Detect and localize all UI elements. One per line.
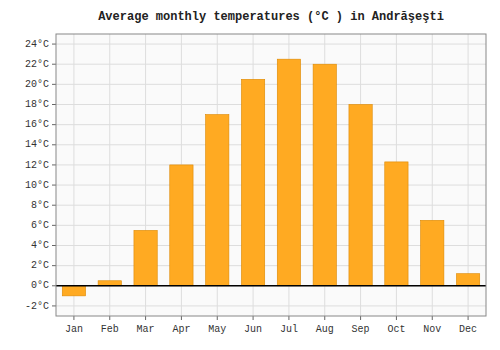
tick-label-y: 20°C	[25, 79, 49, 90]
grid	[56, 34, 486, 316]
tick-label-x: May	[208, 324, 226, 335]
tick-y	[52, 164, 56, 165]
tick-label-y: 10°C	[25, 180, 49, 191]
grid-line-y	[56, 185, 486, 186]
tick-x	[145, 316, 146, 320]
title: Average monthly temperatures (°C ) in An…	[98, 10, 444, 24]
grid-line-y	[56, 205, 486, 206]
tick-label-x: Dec	[459, 324, 477, 335]
tick-label-y: 16°C	[25, 119, 49, 130]
tick-x	[109, 316, 110, 320]
bar	[170, 165, 193, 286]
tick-label-x: Oct	[387, 324, 405, 335]
tick-y	[52, 305, 56, 306]
bar	[421, 220, 444, 285]
chart-svg: -2°C 0°C 2°C 4°C 6°C 8°C 10°C 12°C 14°C 16°C 18°C 2…	[0, 0, 500, 350]
grid-line-y	[56, 104, 486, 105]
grid-line-y	[56, 164, 486, 165]
bar	[277, 59, 300, 286]
grid-line-y	[56, 124, 486, 125]
tick-x	[253, 316, 254, 320]
tick-y	[52, 185, 56, 186]
tick-x	[288, 316, 289, 320]
tick-label-y: 22°C	[25, 59, 49, 70]
background	[0, 0, 500, 350]
tick-label-x: Mar	[137, 324, 155, 335]
tick-label-y: 12°C	[25, 160, 49, 171]
tick-y	[52, 265, 56, 266]
axes: -2°C 0°C 2°C 4°C 6°C 8°C 10°C 12°C 14°C 16°C 18°C 2…	[25, 39, 477, 335]
tick-y	[52, 205, 56, 206]
bar	[313, 64, 336, 286]
bar	[456, 274, 479, 286]
tick-y	[52, 285, 56, 286]
bar	[385, 162, 408, 286]
bar	[241, 79, 264, 285]
tick-x	[324, 316, 325, 320]
tick-y	[52, 225, 56, 226]
tick-label-y: 14°C	[25, 139, 49, 150]
tick-label-y: 4°C	[31, 240, 49, 251]
bars	[62, 59, 479, 296]
bar	[349, 105, 372, 286]
bar	[206, 115, 229, 286]
tick-label-x: Jan	[65, 324, 83, 335]
grid-line-y	[56, 44, 486, 45]
tick-label-x: Nov	[423, 324, 441, 335]
grid-line-y	[56, 144, 486, 145]
tick-x	[73, 316, 74, 320]
tick-y	[52, 84, 56, 85]
grid-line-y	[56, 84, 486, 85]
tick-label-x: Apr	[172, 324, 190, 335]
tick-label-x: Aug	[316, 324, 334, 335]
tick-x	[217, 316, 218, 320]
tick-label-x: Feb	[101, 324, 119, 335]
tick-y	[52, 245, 56, 246]
tick-y	[52, 64, 56, 65]
bar	[62, 286, 85, 296]
tick-label-y: 0°C	[31, 280, 49, 291]
tick-x	[468, 316, 469, 320]
bar	[134, 230, 157, 285]
tick-label-y: 6°C	[31, 220, 49, 231]
chart-container: -2°C 0°C 2°C 4°C 6°C 8°C 10°C 12°C 14°C 16°C 18°C 2…	[0, 0, 500, 350]
tick-y	[52, 124, 56, 125]
grid-line-x	[73, 34, 74, 316]
tick-x	[432, 316, 433, 320]
tick-label-y: 2°C	[31, 260, 49, 271]
tick-x	[360, 316, 361, 320]
tick-label-y: -2°C	[25, 301, 49, 312]
tick-x	[396, 316, 397, 320]
grid-line-y	[56, 64, 486, 65]
grid-line-y	[56, 305, 486, 306]
tick-label-x: Sep	[352, 324, 370, 335]
zero-line	[56, 285, 486, 287]
grid-line-y	[56, 285, 486, 286]
plot-area	[56, 34, 486, 316]
tick-label-y: 24°C	[25, 39, 49, 50]
tick-x	[181, 316, 182, 320]
tick-label-y: 18°C	[25, 99, 49, 110]
grid-line-x	[109, 34, 110, 316]
plot-frame	[56, 34, 486, 316]
tick-y	[52, 104, 56, 105]
tick-label-y: 8°C	[31, 200, 49, 211]
tick-label-x: Jun	[244, 324, 262, 335]
tick-y	[52, 44, 56, 45]
bar	[98, 281, 121, 286]
tick-label-x: Jul	[280, 324, 298, 335]
tick-y	[52, 144, 56, 145]
